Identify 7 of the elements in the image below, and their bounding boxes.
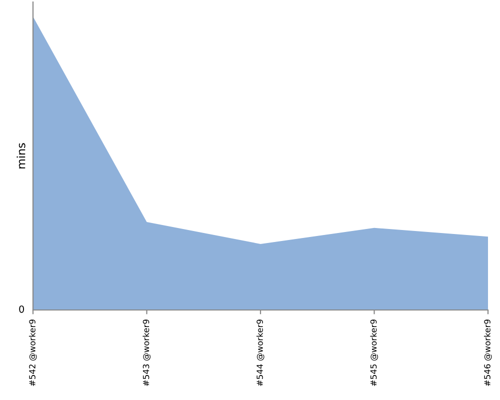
x-tick-label: #546 @worker9 — [484, 320, 492, 386]
y-axis-title: mins — [16, 143, 26, 168]
x-tick-label: #544 @worker9 — [256, 320, 264, 386]
text: 0 — [19, 305, 24, 313]
x-tick-label: #543 @worker9 — [142, 320, 150, 386]
x-tick-label: #545 @worker9 — [370, 320, 378, 386]
x-tick-label: #542 @worker9 — [28, 320, 37, 386]
